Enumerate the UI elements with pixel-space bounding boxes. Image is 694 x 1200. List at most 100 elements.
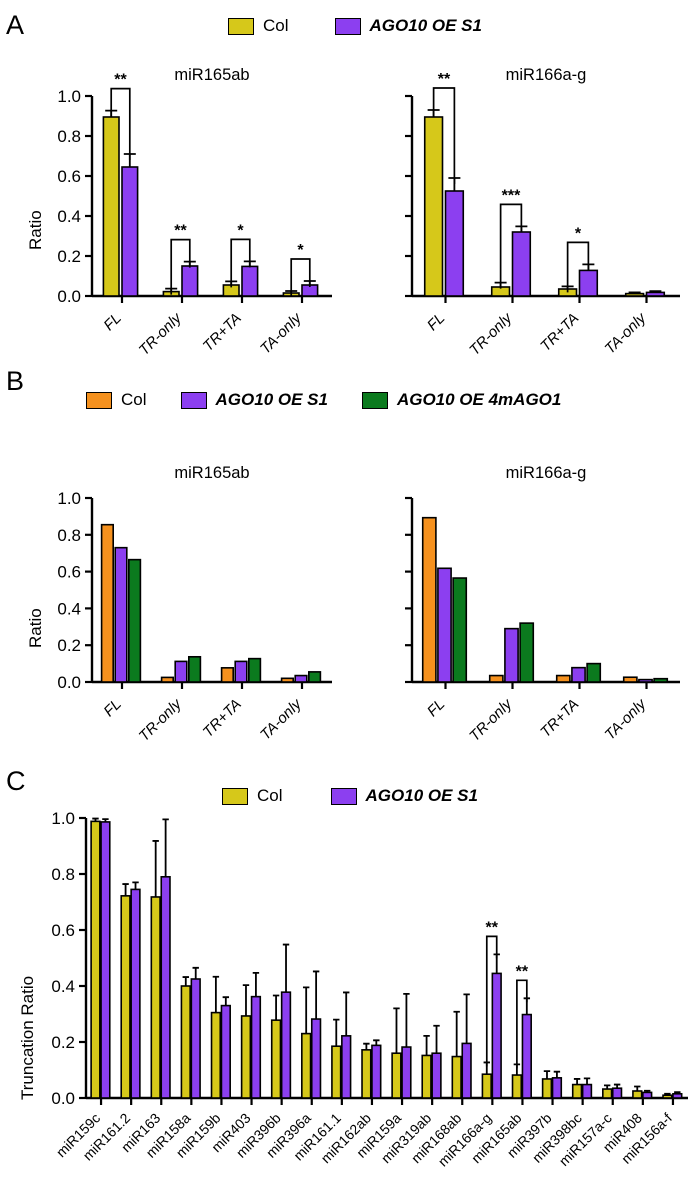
legend-label: AGO10 OE 4mAGO1 xyxy=(396,390,562,409)
error-bar xyxy=(252,971,260,997)
bar xyxy=(511,1074,523,1099)
error-bar xyxy=(312,970,320,1020)
bar xyxy=(100,821,111,1099)
x-tick-label: TR+TA xyxy=(537,696,582,741)
bar xyxy=(250,995,262,1099)
error-bar xyxy=(613,1083,621,1089)
significance-marker: ** xyxy=(486,919,499,936)
error-bar xyxy=(628,291,641,294)
chart-title: miR165ab xyxy=(174,66,250,84)
bar xyxy=(307,671,322,683)
significance-marker: * xyxy=(575,225,582,242)
chart-b-right: FL TR-only TR+TA TA-only miR166a-g xyxy=(350,458,694,748)
x-tick-label: FL xyxy=(424,310,448,334)
error-bar xyxy=(212,975,220,1013)
y-tick-label: 0.4 xyxy=(57,207,81,226)
x-tick-label: TA-only xyxy=(257,695,306,744)
y-tick-label: 0.0 xyxy=(51,1089,75,1108)
legend-label: AGO10 OE S1 xyxy=(365,786,478,805)
significance-marker: ** xyxy=(114,72,127,89)
bar xyxy=(653,677,669,683)
bar xyxy=(102,116,120,297)
bar xyxy=(280,991,292,1099)
bar xyxy=(371,1044,382,1099)
legend-panel-c: Col AGO10 OE S1 xyxy=(222,786,478,806)
legend-swatch xyxy=(334,17,361,35)
bar xyxy=(130,888,141,1099)
bar xyxy=(180,985,191,1099)
legend-label: AGO10 OE S1 xyxy=(215,390,328,409)
bar xyxy=(421,516,437,683)
y-tick-label: 0.2 xyxy=(57,636,81,655)
significance-marker: ** xyxy=(438,71,451,88)
legend-item: Col xyxy=(222,786,283,806)
legend-swatch xyxy=(180,391,207,409)
legend-item: Col xyxy=(228,16,289,36)
bar xyxy=(150,896,161,1099)
bar xyxy=(519,622,535,683)
bar xyxy=(280,677,295,683)
error-bar xyxy=(674,1091,681,1094)
legend-swatch xyxy=(330,787,357,805)
error-bar xyxy=(453,1010,460,1057)
panel-a-letter: A xyxy=(6,10,25,40)
bar xyxy=(361,1049,372,1099)
x-tick-label: FL xyxy=(100,696,124,720)
bar xyxy=(423,116,444,297)
panel-c-letter: C xyxy=(6,766,26,796)
y-tick-label: 1.0 xyxy=(57,489,81,508)
panel-b-letter: B xyxy=(6,366,25,396)
chart-b-left: 0.0 0.2 0.4 0.6 0.8 1.0 FL TR-only TR+TA TA-only m… xyxy=(0,458,350,748)
legend-swatch xyxy=(86,391,112,409)
bar xyxy=(188,655,202,683)
plot-area: FL TR-only TR+TA TA-only xyxy=(405,496,680,745)
bar xyxy=(488,674,504,683)
legend-label: Col xyxy=(263,16,289,35)
significance-marker: ** xyxy=(174,223,187,240)
error-bar xyxy=(649,290,662,293)
y-tick-label: 0.8 xyxy=(51,865,75,884)
significance-bracket xyxy=(485,935,498,1067)
error-bar xyxy=(363,1042,370,1050)
bar xyxy=(100,523,114,683)
y-axis-title: Ratio xyxy=(26,608,45,648)
bar xyxy=(401,1046,412,1099)
plot-area: 0.00.20.40.60.81.0miR159cmiR161.2miR163m… xyxy=(51,809,688,1170)
chart-title: miR166a-g xyxy=(505,66,587,84)
bar xyxy=(581,1083,593,1099)
error-bar xyxy=(282,943,290,993)
x-tick-label: TA-only xyxy=(602,309,651,358)
bar xyxy=(632,1090,643,1099)
bar xyxy=(160,876,171,1099)
legend-label: AGO10 OE S1 xyxy=(369,16,482,35)
error-bar xyxy=(343,991,350,1036)
error-bar xyxy=(543,1070,551,1079)
bar xyxy=(571,1083,583,1099)
bar xyxy=(210,1011,222,1099)
significance-bracket xyxy=(230,238,251,288)
bar xyxy=(160,676,175,683)
bar xyxy=(491,972,502,1099)
legend-item: AGO10 OE S1 xyxy=(180,390,328,410)
legend-item: AGO10 OE S1 xyxy=(330,786,478,806)
error-bar xyxy=(553,1070,561,1078)
bar xyxy=(481,1073,492,1099)
error-bar xyxy=(122,883,129,896)
bar xyxy=(622,676,638,683)
chart-title: miR166a-g xyxy=(505,464,587,482)
bar xyxy=(451,1055,462,1099)
bar xyxy=(331,1045,342,1099)
error-bar xyxy=(603,1084,611,1090)
significance-bracket xyxy=(516,979,528,1069)
error-bar xyxy=(433,1024,440,1054)
error-bar xyxy=(664,1092,671,1096)
chart-a-left: 0.0 0.2 0.4 0.6 0.8 1.0 FL TR-only TR+TA TA-only *… xyxy=(0,60,350,360)
bar xyxy=(555,674,571,683)
plot-area: 0.0 0.2 0.4 0.6 0.8 1.0 FL TR-only TR+TA TA-only xyxy=(57,489,332,745)
significance-bracket xyxy=(170,238,191,295)
bar xyxy=(541,1078,553,1099)
significance-marker: ** xyxy=(516,963,529,980)
legend-swatch xyxy=(361,391,388,409)
y-tick-label: 0.0 xyxy=(57,287,81,306)
legend-swatch xyxy=(228,17,254,35)
